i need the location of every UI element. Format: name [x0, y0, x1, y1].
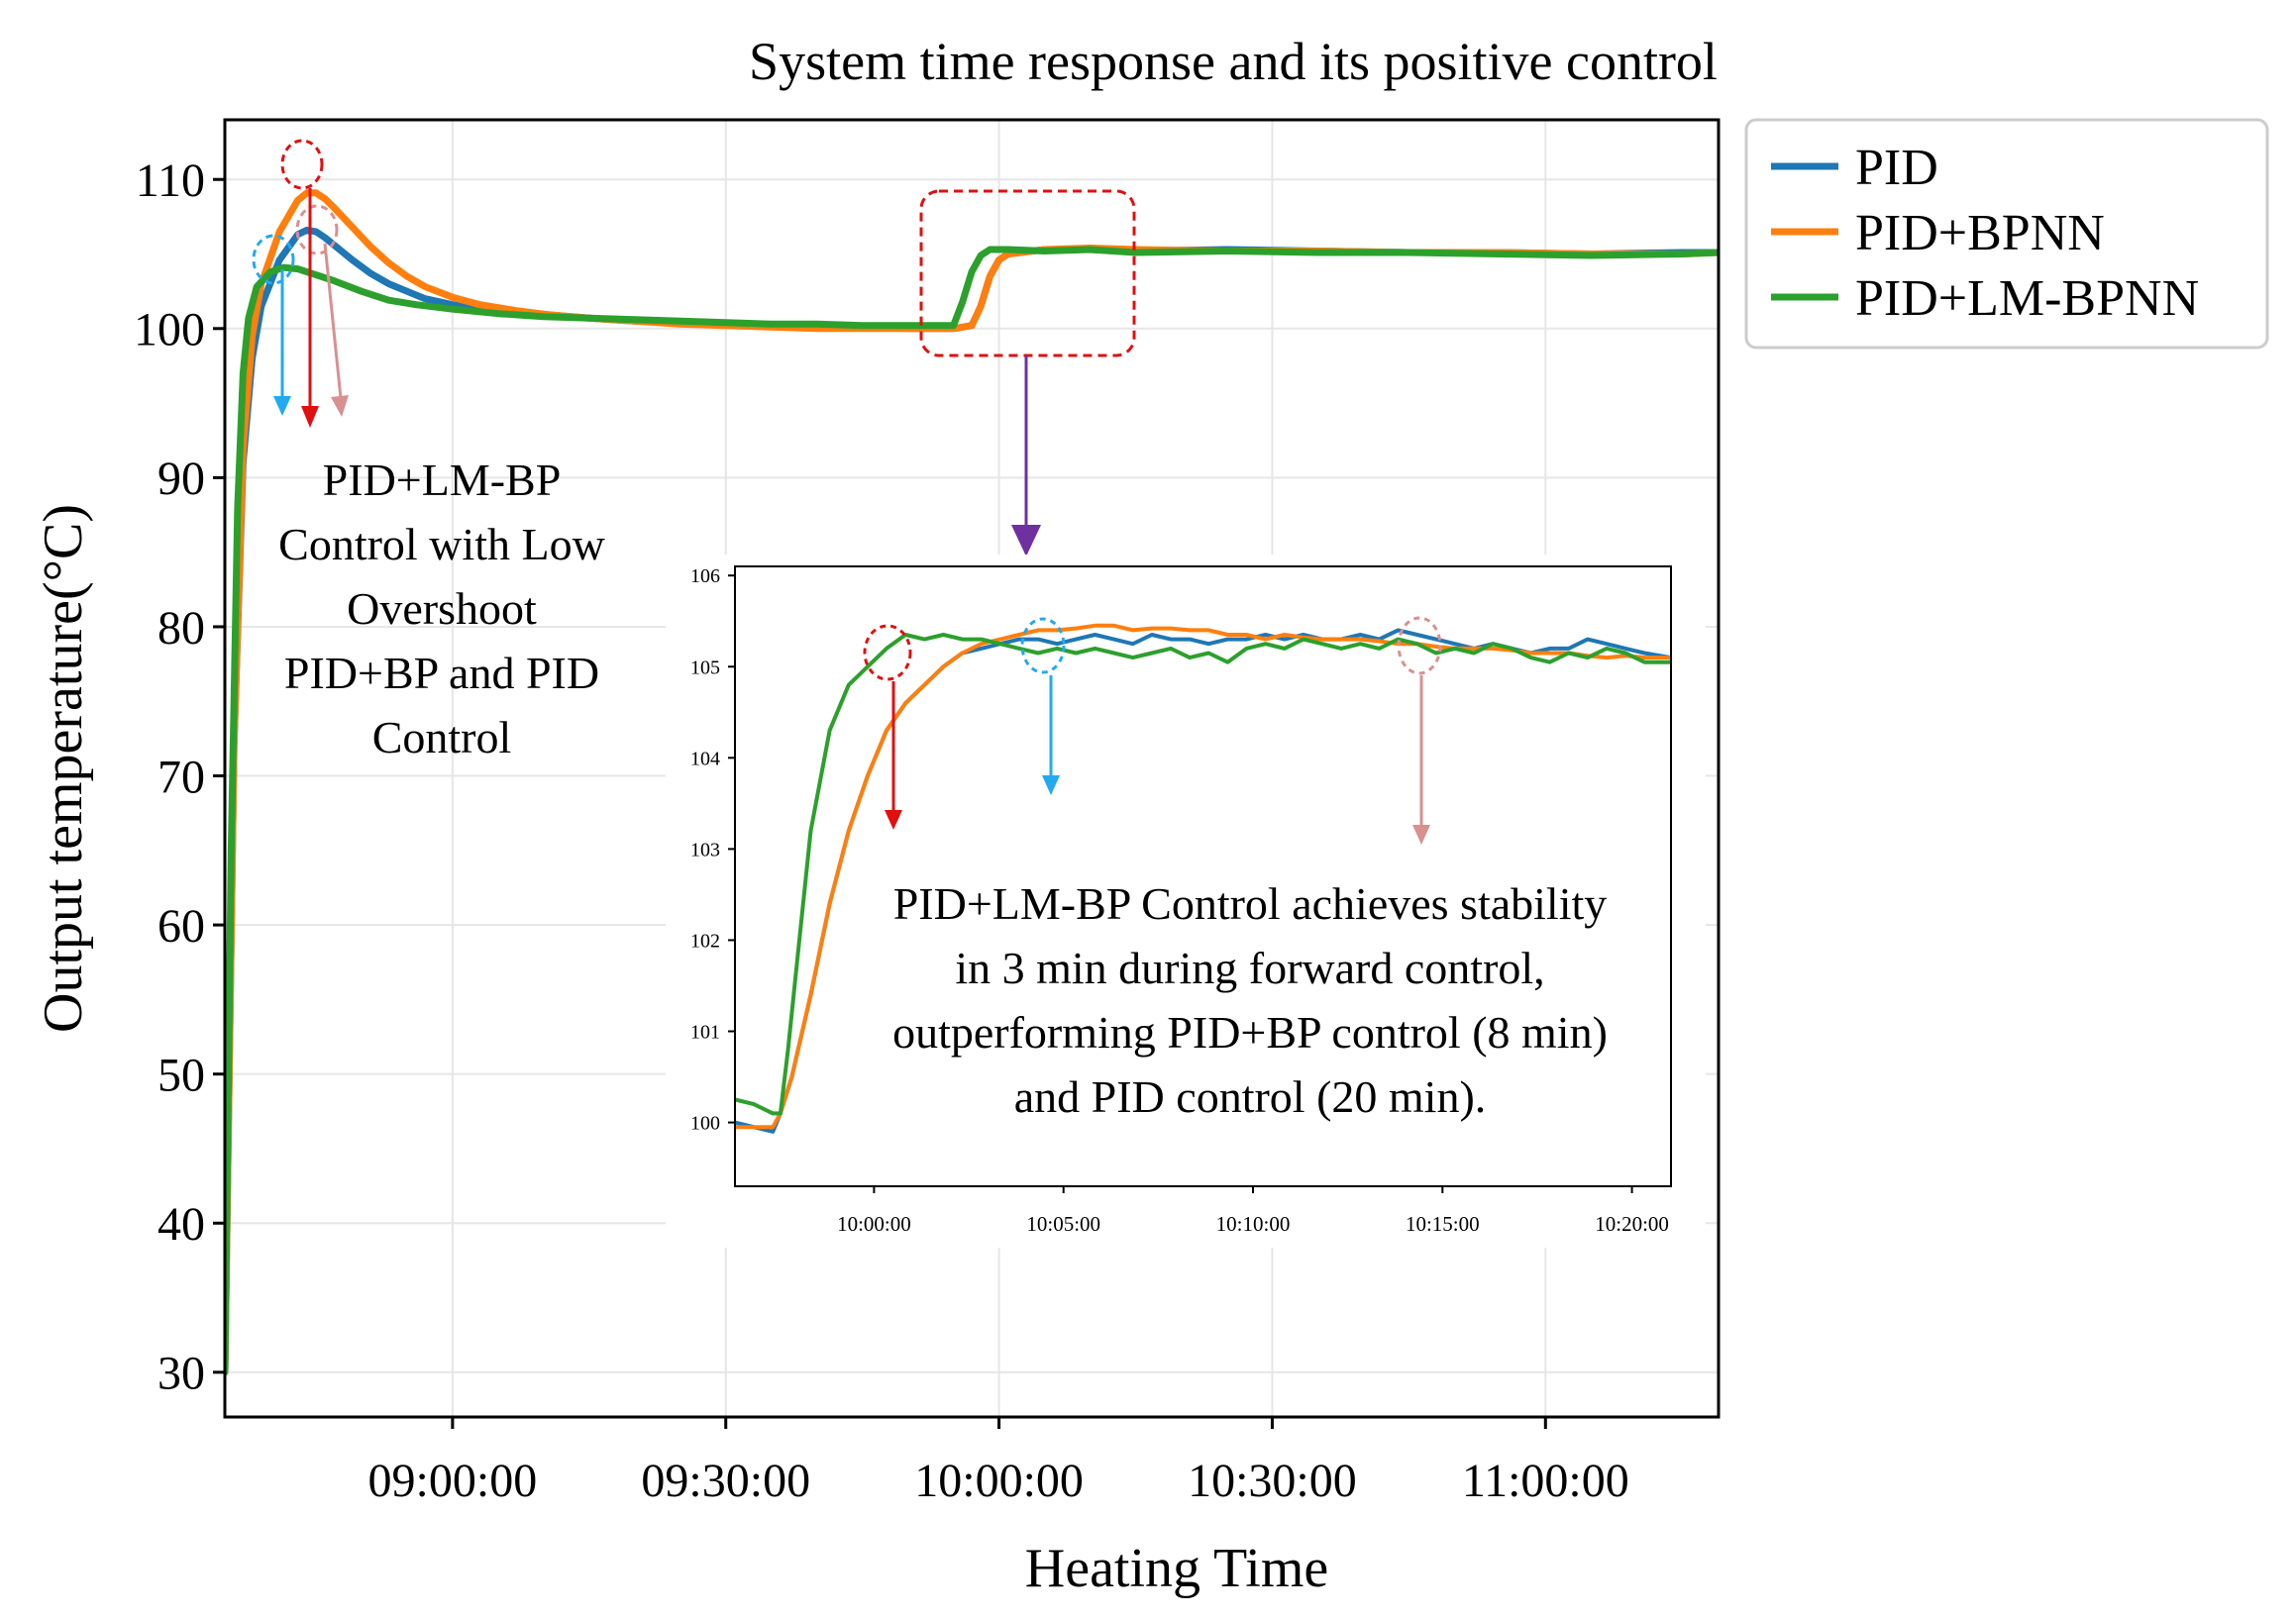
legend-label-pid-lm-bpnn: PID+LM-BPNN — [1855, 270, 2199, 327]
y-tick-label: 105 — [690, 657, 720, 678]
x-tick-label: 10:00:00 — [837, 1212, 911, 1236]
inset-highlight-pid — [1397, 616, 1442, 675]
annotation-line: Overshoot — [347, 583, 537, 634]
y-tick-label: 100 — [134, 304, 205, 356]
x-tick-label: 09:30:00 — [641, 1455, 810, 1507]
main-series — [225, 189, 1719, 1376]
x-axis-label: Heating Time — [1025, 1538, 1328, 1599]
annotation-line: Control — [372, 712, 512, 762]
inset-arrow-pink-head — [1412, 825, 1430, 845]
annotation-line: PID+BP and PID — [284, 648, 599, 698]
inset-annotation-line: and PID control (20 min). — [1014, 1071, 1487, 1122]
arrow-lm-bpnn-head — [273, 396, 291, 416]
arrow-zoom-head — [1011, 525, 1041, 557]
x-tick-label: 10:30:00 — [1188, 1455, 1357, 1507]
x-tick-label: 10:00:00 — [914, 1455, 1084, 1507]
annotation-line: PID+LM-BP — [323, 455, 562, 505]
y-axis-label: Output temperature(°C) — [33, 504, 94, 1033]
inset-arrow-red-head — [885, 810, 902, 830]
inset-annotation-line: PID+LM-BP Control achieves stability — [893, 878, 1608, 929]
inset-annotation-line: in 3 min during forward control, — [955, 943, 1544, 993]
y-tick-label: 106 — [690, 565, 720, 587]
series-line-pid-lm-bpnn — [225, 246, 1719, 1376]
y-tick-label: 104 — [690, 748, 720, 769]
legend-label-pid: PID — [1855, 140, 1938, 196]
inset-x-axis: 10:00:00 10:05:00 10:10:00 10:15:00 10:20:00 — [837, 1186, 1669, 1236]
y-tick-label: 80 — [157, 602, 205, 655]
stability-annotation: PID+LM-BP Control achieves stability in … — [892, 878, 1608, 1122]
arrow-bpnn-head — [301, 406, 319, 428]
peak-highlight-pid-bpnn — [280, 139, 324, 190]
x-tick-label: 10:20:00 — [1595, 1212, 1669, 1236]
inset-frame — [734, 565, 1672, 1187]
series-line-pid-bpnn — [735, 623, 1671, 1130]
y-tick-label: 103 — [690, 839, 720, 860]
y-tick-label: 101 — [690, 1022, 720, 1044]
inset-series — [735, 623, 1671, 1134]
y-tick-label: 70 — [157, 751, 205, 803]
legend: PID PID+BPNN PID+LM-BPNN — [1744, 118, 2269, 350]
peak-highlight-pid — [295, 204, 339, 255]
chart-title: System time response and its positive co… — [749, 32, 1718, 91]
x-tick-label: 10:05:00 — [1026, 1212, 1100, 1236]
main-x-axis: 09:00:00 09:30:00 10:00:00 10:30:00 11:00:00 — [368, 1417, 1629, 1507]
x-tick-label: 09:00:00 — [368, 1455, 538, 1507]
y-tick-label: 30 — [157, 1348, 205, 1400]
legend-box — [1744, 118, 2269, 350]
main-y-axis: 30 40 50 60 70 80 90 100 110 — [134, 154, 225, 1400]
y-tick-label: 50 — [157, 1049, 205, 1101]
y-tick-label: 110 — [136, 154, 205, 207]
inset-highlight-pid-lm-bpnn — [863, 624, 912, 681]
inset-background — [666, 555, 1706, 1248]
y-tick-label: 40 — [157, 1198, 205, 1251]
y-tick-label: 60 — [157, 900, 205, 953]
x-tick-label: 10:10:00 — [1216, 1212, 1291, 1236]
overshoot-annotation: PID+LM-BP Control with Low Overshoot PID… — [278, 455, 605, 762]
inset-annotation-line: outperforming PID+BP control (8 min) — [892, 1007, 1608, 1058]
y-tick-label: 90 — [157, 453, 205, 505]
peak-highlight-pid-lm-bpnn — [252, 234, 295, 285]
y-tick-label: 100 — [690, 1113, 720, 1135]
legend-label-pid-bpnn: PID+BPNN — [1855, 205, 2105, 261]
y-tick-label: 102 — [690, 930, 720, 952]
main-plot-frame — [223, 118, 1721, 1419]
inset-y-axis: 100 101 102 103 104 105 106 — [690, 565, 735, 1135]
arrow-pid-shaft — [323, 243, 343, 399]
series-line-pid-lm-bpnn — [735, 633, 1671, 1116]
annotation-line: Control with Low — [278, 519, 605, 569]
x-tick-label: 10:15:00 — [1406, 1212, 1480, 1236]
inset-highlight-pid-bpnn — [1020, 617, 1066, 674]
inset-arrow-blue-head — [1042, 775, 1060, 795]
main-arrows — [273, 188, 1041, 557]
arrow-pid-head — [331, 395, 349, 417]
x-tick-label: 11:00:00 — [1462, 1455, 1629, 1507]
